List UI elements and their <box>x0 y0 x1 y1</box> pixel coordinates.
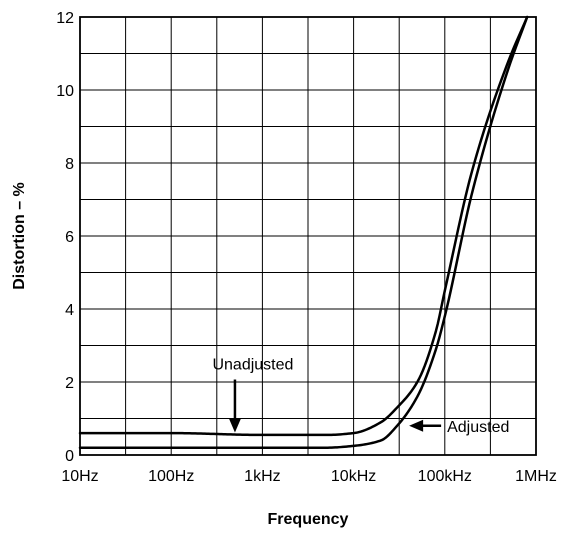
y-tick-label: 8 <box>65 156 74 173</box>
annotation-label-adjusted: Adjusted <box>447 419 509 436</box>
annotation-arrowhead <box>228 418 241 433</box>
annotation-label-unadjusted: Unadjusted <box>212 357 293 374</box>
y-tick-label: 10 <box>56 83 74 100</box>
tick-labels: 10Hz 100Hz 1kHz 10kHz 100kHz 1MHz 0 2 4 6 8 10 12 <box>56 10 557 485</box>
series-line-unadjusted <box>78 15 529 437</box>
x-tick-label: 10kHz <box>331 468 376 485</box>
x-tick-label: 100Hz <box>148 468 194 485</box>
y-tick-label: 2 <box>65 375 74 392</box>
x-tick-label: 10Hz <box>61 468 98 485</box>
x-axis-title: Frequency <box>268 511 349 528</box>
plot-frame <box>79 16 537 456</box>
y-tick-label: 6 <box>65 229 74 246</box>
y-tick-label: 4 <box>65 302 74 319</box>
x-tick-label: 1MHz <box>515 468 557 485</box>
grid-lines <box>80 17 536 455</box>
series-line-adjusted <box>78 15 529 449</box>
x-tick-label: 100kHz <box>418 468 472 485</box>
y-tick-label: 12 <box>56 10 74 27</box>
x-tick-label: 1kHz <box>244 468 280 485</box>
y-axis-title: Distortion – % <box>11 182 28 290</box>
annotation-arrowhead <box>409 419 424 432</box>
series-curves <box>78 15 529 449</box>
annotations: Unadjusted Adjusted <box>212 357 509 436</box>
y-tick-label: 0 <box>65 448 74 465</box>
